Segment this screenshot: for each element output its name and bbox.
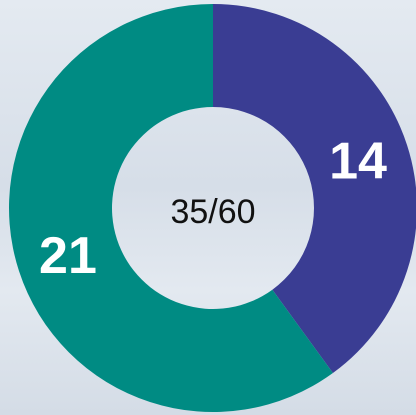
center-label: 35/60 xyxy=(170,193,255,231)
data-label: 14 xyxy=(329,133,387,191)
donut-segment xyxy=(213,4,416,374)
data-label: 21 xyxy=(39,227,97,285)
donut-segment xyxy=(9,4,333,413)
